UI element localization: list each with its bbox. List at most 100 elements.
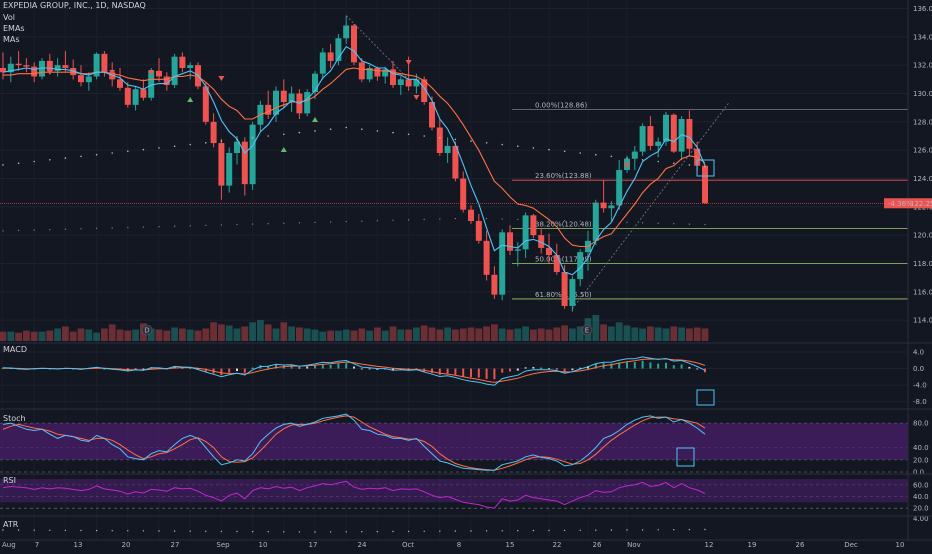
ma-dot — [142, 226, 145, 228]
volume-bar — [483, 326, 490, 341]
atr-dot — [485, 530, 488, 532]
x-tick-label: 20 — [122, 541, 131, 549]
ma-dot — [392, 219, 394, 221]
macd-histogram-bar — [555, 368, 558, 370]
candle-body — [413, 79, 420, 87]
x-tick-label: Aug — [2, 541, 16, 549]
macd-histogram-bar — [329, 364, 332, 369]
volume-bar — [654, 327, 662, 341]
ma-dot — [407, 133, 410, 136]
candle-body — [686, 119, 693, 149]
ema-slow-line — [3, 67, 706, 248]
ma-dot — [517, 218, 519, 221]
volume-bar — [132, 329, 139, 341]
fib-level-label: 50.00%(117.99) — [535, 256, 592, 264]
candle-body — [483, 240, 490, 275]
volume-bar — [569, 328, 576, 341]
atr-dot — [595, 529, 597, 531]
ma-dot — [49, 159, 51, 161]
fib-level-label: 0.00%(128.86) — [535, 102, 587, 110]
candle-body — [327, 52, 334, 61]
ma-dot — [33, 160, 35, 163]
ma-dot — [2, 164, 4, 166]
macd-histogram-bar — [431, 368, 433, 374]
candle-body — [226, 153, 233, 186]
macd-histogram-bar — [641, 360, 644, 369]
volume-bar — [85, 329, 93, 341]
price-tick-label: 134.00 — [913, 33, 932, 41]
volume-bar — [163, 330, 171, 341]
ma-dot — [298, 222, 301, 224]
candle-body — [210, 121, 217, 144]
ma-dot — [345, 126, 348, 129]
macd-histogram-bar — [649, 362, 652, 369]
volume-bar — [670, 326, 678, 341]
highlight-box — [676, 447, 695, 467]
macd-histogram-bar — [704, 368, 706, 373]
rsi-tick-label: 60.0 — [913, 481, 929, 489]
atr-dot — [111, 530, 113, 532]
ma-dot — [158, 225, 160, 228]
macd-histogram-bar — [228, 368, 231, 373]
volume-bar — [600, 324, 607, 341]
ma-dot — [220, 224, 223, 226]
trend-line — [572, 103, 729, 310]
macd-histogram-bar — [236, 368, 238, 372]
sell-signal-arrow — [109, 70, 116, 75]
ma-dot — [158, 147, 160, 149]
trend-line — [345, 15, 409, 80]
macd-histogram-bar — [376, 368, 379, 370]
candle-body — [140, 89, 147, 98]
atr-dot — [251, 530, 254, 533]
macd-histogram-bar — [594, 363, 597, 369]
candle-body — [538, 235, 545, 248]
ma-dot — [532, 219, 535, 221]
highlight-box — [696, 389, 715, 406]
symbol-legend: EXPEDIA GROUP, INC., 1D, NASDAQ — [3, 1, 146, 10]
atr-dot — [80, 529, 82, 532]
atr-dot — [470, 530, 472, 532]
candle-body — [647, 126, 654, 146]
fib-level-label: 23.60%(123.88) — [535, 172, 592, 180]
volume-bar — [397, 329, 405, 341]
macd-histogram-bar — [618, 362, 621, 369]
ma-dot — [673, 162, 675, 164]
candle-body — [124, 87, 131, 105]
volume-bar — [108, 324, 116, 341]
ma-dot — [189, 225, 191, 227]
candle-body — [702, 165, 708, 204]
volume-bar — [155, 329, 163, 341]
ma-dot — [392, 131, 394, 134]
candle-body — [475, 221, 482, 241]
volume-bar — [272, 328, 280, 341]
volume-bar — [233, 328, 241, 341]
candle-body — [78, 75, 84, 83]
ma-dot — [345, 220, 347, 223]
atr-dot — [407, 530, 410, 533]
volume-bar — [218, 324, 225, 341]
candle-body — [429, 102, 435, 128]
volume-bar — [436, 329, 444, 341]
candle-body — [132, 89, 139, 105]
candle-body — [202, 86, 209, 122]
atr-dot — [17, 529, 20, 531]
candle-body — [156, 70, 162, 77]
event-marker-label: D — [144, 327, 149, 335]
volume-bar — [202, 328, 210, 341]
ma-dot — [657, 222, 659, 224]
volume-bar — [303, 328, 311, 341]
x-tick-label: 19 — [748, 541, 757, 549]
candle-body — [7, 63, 14, 73]
macd-histogram-bar — [548, 368, 550, 369]
volume-bar — [296, 327, 303, 341]
ma-dot — [173, 145, 176, 147]
macd-histogram-bar — [321, 364, 324, 369]
ma-dot — [595, 153, 597, 156]
macd-histogram-bar — [665, 362, 667, 369]
volume-bar — [686, 328, 693, 341]
ma-dot — [251, 223, 254, 225]
volume-bar — [413, 327, 420, 341]
ma-dot — [501, 218, 503, 220]
candle-body — [101, 53, 108, 73]
ma-dot — [688, 164, 691, 166]
